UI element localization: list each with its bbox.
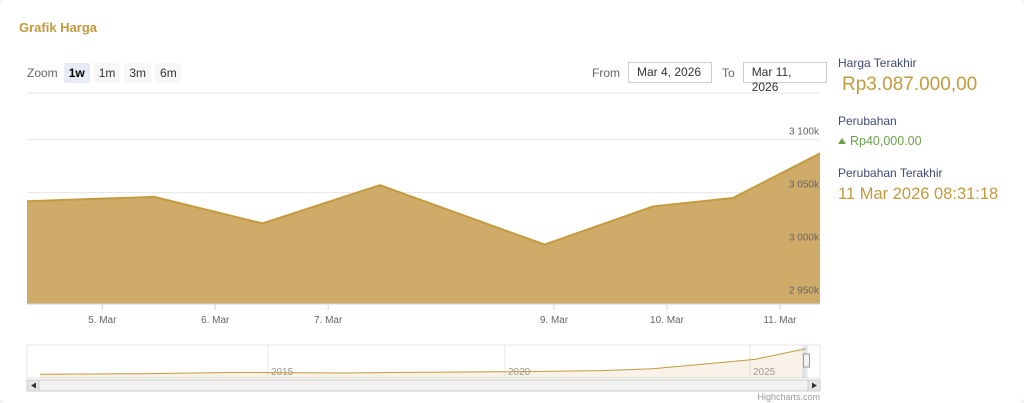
y-axis-labels: 2 950k 3 000k 3 050k 3 100k <box>789 127 820 297</box>
change-label: Perubahan <box>838 114 897 128</box>
credits-link[interactable]: Highcharts.com <box>757 392 820 402</box>
x-tick-label: 9. Mar <box>540 315 569 326</box>
y-tick-label: 3 000k <box>789 233 820 244</box>
zoom-6m-button[interactable]: 6m <box>155 63 182 83</box>
navigator-scrollbar-track[interactable] <box>26 379 821 392</box>
range-to-input[interactable]: Mar 11, 2026 <box>742 62 827 94</box>
arrow-up-icon <box>838 138 846 144</box>
chevron-left-icon <box>31 382 36 389</box>
x-tick-label: 11. Mar <box>763 315 797 326</box>
navigator-year-label: 2025 <box>753 367 776 378</box>
zoom-label: Zoom <box>27 66 58 80</box>
x-tick-label: 5. Mar <box>88 315 117 326</box>
navigator[interactable]: 201520202025 <box>26 344 821 392</box>
navigator-handle[interactable] <box>803 353 810 368</box>
range-to-label: To <box>722 65 735 80</box>
y-tick-label: 3 100k <box>789 127 820 138</box>
change-row: Rp40,000.00 <box>838 134 1018 148</box>
change-value: Rp40,000.00 <box>850 134 922 148</box>
y-tick-label: 2 950k <box>789 286 820 297</box>
x-tick-label: 7. Mar <box>314 315 343 326</box>
date-range-selector: From Mar 4, 2026 To Mar 11, 2026 <box>592 62 827 94</box>
navigator-year-label: 2020 <box>508 367 531 378</box>
x-axis-labels: 5. Mar 6. Mar 7. Mar 9. Mar 10. Mar 11. Mar <box>27 303 820 326</box>
range-from-label: From <box>592 65 620 80</box>
y-tick-label: 3 050k <box>789 180 820 191</box>
chart-title: Grafik Harga <box>19 20 98 35</box>
last-change-label: Perubahan Terakhir <box>838 166 943 180</box>
range-from-input[interactable]: Mar 4, 2026 <box>628 62 712 83</box>
chevron-right-icon <box>812 382 817 389</box>
zoom-3m-button[interactable]: 3m <box>124 63 152 83</box>
last-change-value: 11 Mar 2026 08:31:18 <box>838 185 999 203</box>
x-tick-label: 6. Mar <box>201 315 230 326</box>
navigator-series-line <box>39 348 807 375</box>
navigator-series-area <box>40 348 806 378</box>
zoom-selector: Zoom 1w 1m 3m 6m <box>27 63 186 83</box>
price-area <box>27 153 820 304</box>
zoom-1w-button[interactable]: 1w <box>63 63 90 83</box>
last-price-label: Harga Terakhir <box>838 56 917 70</box>
price-line <box>26 152 821 246</box>
x-tick-label: 10. Mar <box>650 315 685 326</box>
last-price-value: Rp3.087.000,00 <box>842 74 978 95</box>
price-summary-panel: Harga Terakhir Rp3.087.000,00 Perubahan … <box>838 56 1018 204</box>
zoom-1m-button[interactable]: 1m <box>93 63 121 83</box>
